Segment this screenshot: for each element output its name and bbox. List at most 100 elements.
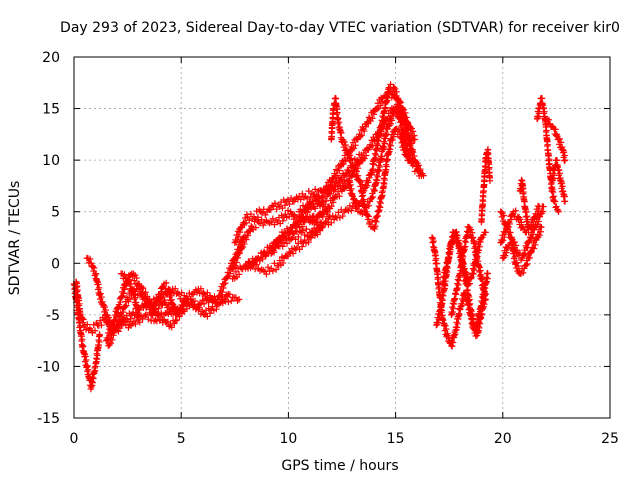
data-point-marker xyxy=(469,315,477,322)
data-point-marker xyxy=(327,181,334,188)
data-point-marker xyxy=(326,213,334,220)
data-point-marker xyxy=(346,202,354,210)
data-point-marker xyxy=(517,216,524,223)
data-point-marker xyxy=(301,207,308,215)
data-point-marker xyxy=(454,232,461,239)
y-tick-label: 15 xyxy=(42,102,60,118)
data-point-marker xyxy=(312,205,319,212)
data-point-marker xyxy=(395,126,403,134)
data-point-marker xyxy=(502,252,509,259)
y-axis-label: SDTVAR / TECUs xyxy=(7,181,23,296)
data-point-marker xyxy=(101,303,108,311)
data-point-marker xyxy=(269,215,277,222)
data-point-marker xyxy=(171,285,179,292)
data-point-marker xyxy=(508,239,516,247)
data-point-marker xyxy=(339,212,346,220)
data-point-marker xyxy=(561,198,569,205)
data-point-marker xyxy=(239,265,246,273)
data-point-marker xyxy=(351,164,358,171)
data-point-marker xyxy=(232,262,239,269)
data-point-marker xyxy=(166,288,174,295)
data-point-marker xyxy=(97,290,104,297)
data-point-marker xyxy=(383,131,390,138)
data-point-marker xyxy=(461,243,469,250)
data-point-marker xyxy=(232,294,240,301)
data-point-marker xyxy=(398,118,405,125)
data-point-marker xyxy=(523,213,531,220)
data-point-marker xyxy=(379,121,386,128)
data-point-marker xyxy=(445,253,453,261)
data-point-marker xyxy=(89,373,96,381)
data-point-marker xyxy=(514,262,522,270)
data-point-marker xyxy=(268,218,275,226)
data-point-marker xyxy=(312,197,320,204)
data-point-marker xyxy=(520,251,528,258)
data-point-marker xyxy=(363,182,371,189)
data-point-marker xyxy=(476,313,483,320)
data-point-marker xyxy=(527,248,534,256)
data-point-marker xyxy=(96,332,103,339)
data-point-marker xyxy=(521,265,528,272)
data-point-marker xyxy=(89,379,97,386)
data-point-marker xyxy=(402,120,409,127)
data-point-marker xyxy=(319,223,326,231)
data-point-marker xyxy=(525,238,532,245)
data-point-marker xyxy=(441,274,448,281)
data-point-marker xyxy=(430,243,437,251)
data-point-marker xyxy=(320,220,328,227)
data-point-marker xyxy=(325,185,333,192)
data-point-marker xyxy=(98,293,105,301)
series-sat-18 xyxy=(358,125,412,233)
data-point-marker xyxy=(299,190,306,198)
x-tick-label: 0 xyxy=(70,431,79,447)
data-point-marker xyxy=(179,307,186,314)
data-point-marker xyxy=(537,228,544,235)
data-point-marker xyxy=(449,308,456,316)
data-point-marker xyxy=(256,257,263,264)
data-point-marker xyxy=(86,255,94,263)
data-point-marker xyxy=(383,163,390,170)
data-point-marker xyxy=(451,295,459,303)
data-point-marker xyxy=(365,179,372,186)
data-point-marker xyxy=(121,303,129,311)
data-point-marker xyxy=(133,274,140,282)
data-point-marker xyxy=(127,315,134,322)
data-point-marker xyxy=(471,240,478,247)
x-tick-labels: 0 5 10 15 20 25 xyxy=(70,431,619,447)
data-point-marker xyxy=(298,243,306,250)
data-point-marker xyxy=(342,141,349,149)
data-point-marker xyxy=(373,177,381,184)
data-point-marker xyxy=(360,196,367,203)
data-point-marker xyxy=(362,123,370,130)
data-point-marker xyxy=(335,115,342,122)
data-point-marker xyxy=(347,155,355,162)
x-tick-label: 20 xyxy=(494,431,512,447)
data-point-marker xyxy=(316,201,324,209)
data-point-marker xyxy=(300,214,307,222)
data-point-marker xyxy=(236,249,243,257)
data-point-marker xyxy=(478,302,486,309)
data-point-marker xyxy=(98,322,105,329)
data-point-marker xyxy=(412,162,420,170)
data-point-marker xyxy=(271,221,278,228)
data-point-marker xyxy=(378,153,386,160)
data-point-marker xyxy=(518,219,525,226)
data-point-marker xyxy=(384,94,392,102)
series-sat-27 xyxy=(516,176,532,231)
series-sat-28 xyxy=(533,95,562,215)
data-point-marker xyxy=(235,271,243,278)
data-point-marker xyxy=(235,250,242,257)
data-point-marker xyxy=(287,194,295,202)
data-point-marker xyxy=(387,120,394,128)
data-point-marker xyxy=(244,232,252,239)
data-point-marker xyxy=(263,270,270,278)
data-point-marker xyxy=(409,128,417,135)
data-point-marker xyxy=(347,181,354,189)
series-sat-17 xyxy=(345,104,425,217)
data-point-marker xyxy=(454,320,461,328)
data-point-marker xyxy=(397,99,405,106)
data-point-marker xyxy=(368,170,375,178)
data-point-marker xyxy=(84,362,91,370)
data-point-marker xyxy=(286,200,293,208)
